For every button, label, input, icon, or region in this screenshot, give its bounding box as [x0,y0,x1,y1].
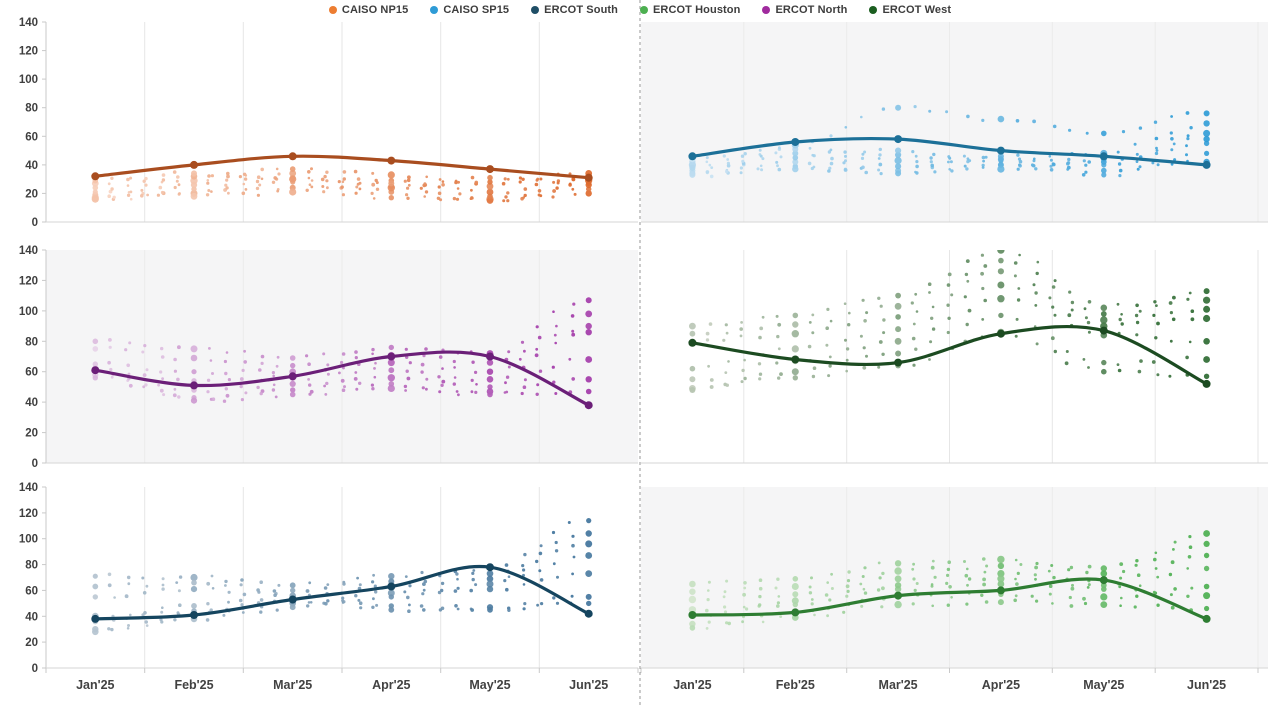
gridlines [144,250,540,463]
trend-markers [688,326,1211,388]
y-tick-label: 20 [25,637,38,649]
y-tick-label: 100 [19,306,38,318]
scatter-dots [91,518,593,636]
y-tick-label: 140 [19,482,38,494]
legend-item-ercot-houston: ERCOT Houston [639,4,741,16]
x-tick-label: Jun'25 [569,678,608,692]
x-tick-label: Feb'25 [776,678,815,692]
y-tick-label: 60 [25,367,38,379]
legend-label: ERCOT South [544,4,618,16]
x-tick-label: May'25 [1083,678,1124,692]
legend-item-caiso-sp15: CAISO SP15 [430,4,509,16]
panel-background [641,250,1268,463]
x-tick-label: Apr'25 [982,678,1020,692]
legend-item-ercot-south: ERCOT South [531,4,618,16]
panel-ercot-south [46,487,638,668]
y-tick-label: 60 [25,131,38,143]
y-tick-label: 140 [19,245,38,257]
y-tick-label: 140 [19,17,38,29]
legend-item-caiso-np15: CAISO NP15 [328,4,409,16]
y-tick-label: 0 [32,458,38,470]
trend-line [690,577,1209,621]
legend-label: ERCOT West [882,4,952,16]
legend-dot-ercot-south [531,6,540,14]
y-tick-label: 20 [25,188,38,200]
legend-label: CAISO NP15 [341,4,409,16]
trend-line [690,136,1209,167]
legend-label: ERCOT North [775,4,848,16]
panel-caiso-sp15 [641,22,1268,222]
trend-markers [91,563,593,623]
gridlines [743,487,1259,668]
y-tick-label: 80 [25,336,38,348]
y-tick-label: 120 [19,46,38,58]
x-tick-label: May'25 [469,678,510,692]
trend-markers [688,135,1211,169]
trend-markers [91,152,593,182]
x-tick-label: Jan'25 [76,678,114,692]
panel-ercot-west [641,250,1268,463]
y-tick-label: 0 [32,217,38,229]
y-tick-label: 120 [19,508,38,520]
legend-dot-ercot-north [762,6,771,14]
y-tick-label: 40 [25,397,38,409]
x-tick-label: Apr'25 [372,678,410,692]
y-tick-label: 40 [25,160,38,172]
trend-line [93,564,591,621]
x-tick-label: Mar'25 [879,678,918,692]
x-tick-label: Jun'25 [1187,678,1226,692]
y-tick-label: 80 [25,103,38,115]
scatter-dots [688,104,1211,179]
chart-legend: CAISO NP15 CAISO SP15 ERCOT South ERCOT Hou… [0,1,1280,19]
x-tick-label: Feb'25 [174,678,213,692]
panel-caiso-np15 [46,22,638,222]
panel-ercot-north [46,250,638,463]
y-tick-label: 0 [32,663,38,675]
axes: 0 20 40 60 80 100 120 140 0 20 40 60 80 100 120 140 0 20 4… [19,17,1268,692]
legend-label: ERCOT Houston [652,4,741,16]
y-tick-label: 100 [19,74,38,86]
trend-markers [91,352,593,410]
y-tick-label: 20 [25,428,38,440]
panel-background [641,22,1268,222]
legend-dot-ercot-west [869,6,878,14]
trend-markers [688,576,1211,623]
x-tick-label: Mar'25 [273,678,312,692]
y-tick-label: 120 [19,275,38,287]
trend-line [93,350,591,407]
panel-background [641,487,1268,668]
scatter-dots [91,166,593,204]
y-tick-label: 60 [25,585,38,597]
legend-dot-caiso-sp15 [430,6,439,14]
trend-line [690,324,1209,386]
trend-line [93,154,591,180]
y-tick-label: 100 [19,534,38,546]
legend-item-ercot-north: ERCOT North [762,4,847,16]
legend-dot-caiso-np15 [328,6,337,14]
scatter-dots [689,250,1211,393]
legend-item-ercot-west: ERCOT West [869,4,951,16]
y-tick-label: 80 [25,560,38,572]
x-tick-label: Jan'25 [673,678,711,692]
y-tick-label: 40 [25,611,38,623]
panel-ercot-houston [641,487,1268,668]
legend-label: CAISO SP15 [443,4,510,16]
gridlines [144,487,540,668]
legend-dot-ercot-houston [639,6,648,14]
